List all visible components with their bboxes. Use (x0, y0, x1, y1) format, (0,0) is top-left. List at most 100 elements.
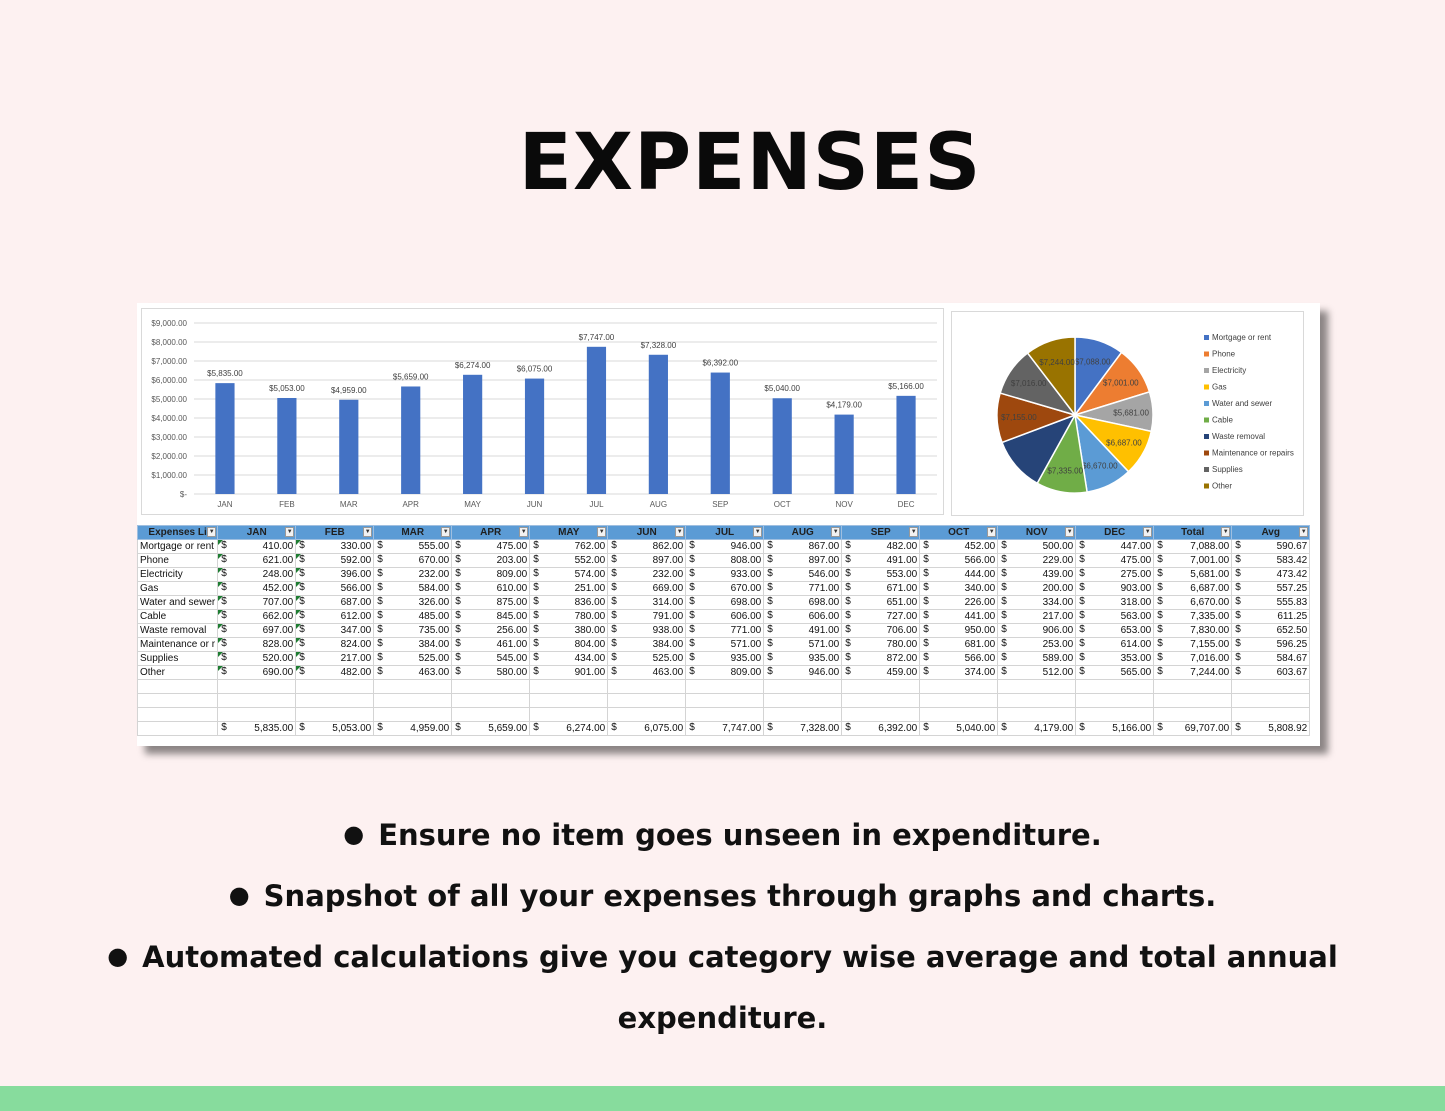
table-cell[interactable]: $6,670.00 (1153, 595, 1233, 610)
table-cell[interactable]: $662.00 (217, 609, 297, 624)
column-header-jan[interactable]: JAN ▼ (217, 525, 297, 540)
row-label-cell[interactable]: Maintenance or r (136, 637, 219, 652)
table-cell[interactable]: $482.00 (295, 665, 375, 680)
table-cell[interactable]: $610.00 (451, 581, 531, 596)
table-cell[interactable]: $867.00 (763, 539, 843, 554)
table-cell[interactable]: $5,681.00 (1153, 567, 1233, 582)
empty-cell[interactable] (136, 679, 219, 694)
table-cell[interactable]: $473.42 (1231, 567, 1311, 582)
table-cell[interactable]: $935.00 (685, 651, 765, 666)
table-cell[interactable]: $545.00 (451, 651, 531, 666)
table-cell[interactable]: $780.00 (841, 637, 921, 652)
table-cell[interactable]: $7,244.00 (1153, 665, 1233, 680)
table-cell[interactable]: $897.00 (763, 553, 843, 568)
empty-cell[interactable] (919, 693, 999, 708)
table-cell[interactable]: $353.00 (1075, 651, 1155, 666)
table-cell[interactable]: $491.00 (763, 623, 843, 638)
table-cell[interactable]: $217.00 (997, 609, 1077, 624)
table-cell[interactable]: $574.00 (529, 567, 609, 582)
table-cell[interactable]: $584.00 (373, 581, 453, 596)
table-cell[interactable]: $5,040.00 (919, 721, 999, 736)
filter-dropdown-icon[interactable]: ▼ (909, 527, 919, 537)
table-cell[interactable]: $862.00 (607, 539, 687, 554)
empty-cell[interactable] (1153, 707, 1233, 722)
table-cell[interactable]: $771.00 (763, 581, 843, 596)
table-cell[interactable]: $596.25 (1231, 637, 1311, 652)
table-cell[interactable]: $459.00 (841, 665, 921, 680)
table-cell[interactable]: $589.00 (997, 651, 1077, 666)
table-cell[interactable]: $565.00 (1075, 665, 1155, 680)
table-cell[interactable]: $463.00 (607, 665, 687, 680)
table-cell[interactable]: $555.83 (1231, 595, 1311, 610)
column-header-apr[interactable]: APR ▼ (451, 525, 531, 540)
table-cell[interactable]: $441.00 (919, 609, 999, 624)
table-cell[interactable]: $226.00 (919, 595, 999, 610)
empty-cell[interactable] (136, 707, 219, 722)
table-cell[interactable]: $828.00 (217, 637, 297, 652)
table-cell[interactable]: $6,392.00 (841, 721, 921, 736)
empty-cell[interactable] (295, 679, 375, 694)
table-cell[interactable]: $275.00 (1075, 567, 1155, 582)
table-cell[interactable]: $571.00 (685, 637, 765, 652)
column-header-nov[interactable]: NOV ▼ (997, 525, 1077, 540)
table-cell[interactable]: $735.00 (373, 623, 453, 638)
table-cell[interactable]: $697.00 (217, 623, 297, 638)
table-cell[interactable]: $906.00 (997, 623, 1077, 638)
column-header-avg[interactable]: Avg ▼ (1231, 525, 1311, 540)
empty-cell[interactable] (1075, 707, 1155, 722)
table-cell[interactable]: $707.00 (217, 595, 297, 610)
table-cell[interactable]: $809.00 (685, 665, 765, 680)
table-cell[interactable]: $727.00 (841, 609, 921, 624)
table-cell[interactable]: $946.00 (763, 665, 843, 680)
filter-dropdown-icon[interactable]: ▼ (207, 527, 217, 537)
table-cell[interactable]: $809.00 (451, 567, 531, 582)
empty-cell[interactable] (919, 707, 999, 722)
empty-cell[interactable] (1075, 679, 1155, 694)
empty-cell[interactable] (136, 693, 219, 708)
table-cell[interactable]: $374.00 (919, 665, 999, 680)
empty-cell[interactable] (919, 679, 999, 694)
table-cell[interactable]: $7,155.00 (1153, 637, 1233, 652)
filter-dropdown-icon[interactable]: ▼ (519, 527, 529, 537)
table-cell[interactable]: $7,088.00 (1153, 539, 1233, 554)
filter-dropdown-icon[interactable]: ▼ (1065, 527, 1075, 537)
table-cell[interactable]: $232.00 (607, 567, 687, 582)
table-cell[interactable]: $563.00 (1075, 609, 1155, 624)
table-cell[interactable]: $491.00 (841, 553, 921, 568)
empty-cell[interactable] (1231, 679, 1311, 694)
table-cell[interactable]: $606.00 (763, 609, 843, 624)
table-cell[interactable]: $200.00 (997, 581, 1077, 596)
empty-cell[interactable] (529, 693, 609, 708)
table-cell[interactable]: $520.00 (217, 651, 297, 666)
column-header-jun[interactable]: JUN ▼ (607, 525, 687, 540)
table-cell[interactable]: $525.00 (607, 651, 687, 666)
table-cell[interactable]: $614.00 (1075, 637, 1155, 652)
column-header-may[interactable]: MAY ▼ (529, 525, 609, 540)
table-cell[interactable]: $584.67 (1231, 651, 1311, 666)
table-cell[interactable]: $901.00 (529, 665, 609, 680)
empty-cell[interactable] (997, 693, 1077, 708)
empty-cell[interactable] (451, 707, 531, 722)
filter-dropdown-icon[interactable]: ▼ (285, 527, 295, 537)
empty-cell[interactable] (451, 679, 531, 694)
empty-cell[interactable] (1075, 693, 1155, 708)
table-cell[interactable]: $670.00 (685, 581, 765, 596)
table-cell[interactable]: $698.00 (763, 595, 843, 610)
row-label-cell[interactable]: Water and sewer (136, 595, 219, 610)
table-cell[interactable]: $5,166.00 (1075, 721, 1155, 736)
row-label-cell[interactable]: Electricity (136, 567, 219, 582)
table-cell[interactable]: $670.00 (373, 553, 453, 568)
table-cell[interactable]: $475.00 (1075, 553, 1155, 568)
table-cell[interactable]: $485.00 (373, 609, 453, 624)
table-cell[interactable]: $651.00 (841, 595, 921, 610)
table-cell[interactable]: $606.00 (685, 609, 765, 624)
empty-cell[interactable] (217, 679, 297, 694)
table-cell[interactable]: $845.00 (451, 609, 531, 624)
column-header-oct[interactable]: OCT ▼ (919, 525, 999, 540)
table-cell[interactable]: $583.42 (1231, 553, 1311, 568)
filter-dropdown-icon[interactable]: ▼ (1143, 527, 1153, 537)
table-cell[interactable]: $475.00 (451, 539, 531, 554)
table-cell[interactable]: $6,075.00 (607, 721, 687, 736)
table-cell[interactable]: $6,687.00 (1153, 581, 1233, 596)
filter-dropdown-icon[interactable]: ▼ (441, 527, 451, 537)
